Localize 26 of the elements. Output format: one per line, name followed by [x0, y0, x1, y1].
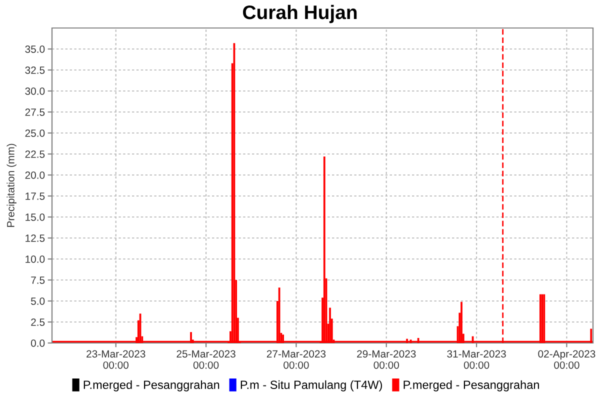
y-tick-label: 7.5 [31, 276, 45, 284]
y-tick-label: 20.0 [25, 172, 45, 179]
x-tick-label: 23-Mar-2023 00:00 [86, 350, 146, 369]
legend-label: P.merged - Pesanggrahan [404, 380, 539, 392]
y-tick-label: 30.0 [25, 88, 45, 95]
y-tick-label: 12.5 [26, 234, 45, 242]
y-tick-label: 27.5 [25, 108, 45, 116]
y-tick-label: 2.5 [31, 318, 45, 326]
y-axis-title: Precipitation (mm) [6, 144, 16, 227]
y-tick-label: 5.0 [30, 298, 45, 305]
x-tick-label: 25-Mar-2023 00:00 [176, 350, 236, 369]
x-tick-label: 29-Mar-2023 00:00 [357, 350, 416, 369]
y-tick-label: 25.0 [25, 130, 45, 137]
y-tick-label: 22.5 [25, 150, 45, 158]
y-tick-label: 35.0 [25, 46, 45, 53]
x-tick-label: 02-Apr-2023 00:00 [538, 350, 596, 369]
chart-title: Curah Hujan [243, 4, 357, 24]
x-tick-label: 27-Mar-2023 00:00 [266, 350, 326, 369]
y-tick-label: 32.5 [25, 66, 45, 74]
legend-label: P.m - Situ Pamulang (T4W) [240, 380, 382, 392]
x-tick-label: 31-Mar-2023 00:00 [447, 350, 506, 369]
legend-label: P.merged - Pesanggrahan [84, 380, 220, 392]
y-tick-label: 10.0 [26, 256, 45, 263]
y-tick-label: 17.5 [26, 192, 45, 200]
y-tick-label: 0.0 [30, 340, 45, 347]
y-tick-label: 15.0 [26, 214, 45, 221]
